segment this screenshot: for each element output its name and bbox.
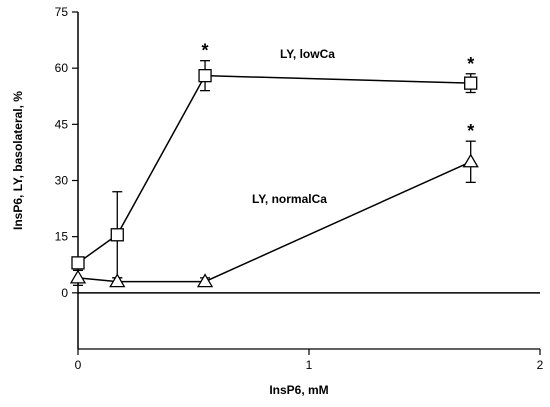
y-tick-label: 45 — [55, 117, 69, 131]
data-point-square — [71, 256, 85, 270]
x-axis-title: InsP6, mM — [269, 383, 328, 397]
y-tick-label: 15 — [55, 230, 69, 244]
x-tick-label: 2 — [537, 358, 544, 372]
axes: 0 15 30 45 60 75 0 1 2 — [55, 5, 544, 372]
x-tick-label: 1 — [306, 358, 313, 372]
series-label: LY, lowCa — [280, 47, 335, 61]
series-2: * LY, normalCa — [69, 121, 479, 288]
significance-star: * — [467, 121, 474, 141]
data-point-triangle — [109, 273, 126, 288]
data-point-square — [464, 76, 478, 90]
y-tick-label: 75 — [55, 5, 69, 19]
data-point-square — [198, 69, 212, 83]
y-tick-label: 60 — [55, 61, 69, 75]
y-axis-title: InsP6, LY, basolateral, % — [11, 91, 25, 230]
significance-star: * — [467, 54, 474, 74]
y-tick-label: 0 — [61, 286, 68, 300]
x-tick-label: 0 — [75, 358, 82, 372]
series-line — [77, 161, 472, 283]
series-label: LY, normalCa — [252, 192, 327, 206]
data-point-triangle — [462, 153, 479, 168]
series-layer: * * LY, lowCa * LY, normalCa — [69, 41, 479, 288]
series-line — [77, 74, 471, 264]
significance-star: * — [202, 41, 209, 61]
data-point-triangle — [196, 273, 214, 288]
series-1: * * LY, lowCa — [71, 41, 478, 279]
data-point-square — [110, 228, 124, 242]
data-point-triangle — [69, 269, 87, 284]
y-tick-label: 30 — [55, 174, 69, 188]
